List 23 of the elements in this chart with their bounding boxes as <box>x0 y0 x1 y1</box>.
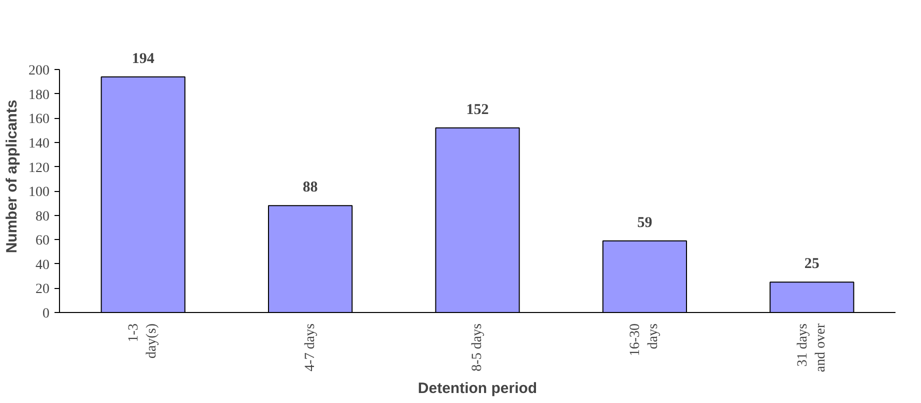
x-tick-label: 8-5 days <box>470 323 485 372</box>
x-axis-title: Detention period <box>418 380 538 398</box>
data-label: 194 <box>132 50 155 67</box>
y-tick-label: 40 <box>36 258 50 273</box>
data-label: 59 <box>637 214 652 231</box>
x-tick-label: 16-30 days <box>628 323 662 356</box>
x-tick-label: 1-3 day(s) <box>126 323 160 358</box>
y-tick-label: 200 <box>28 64 50 79</box>
data-label: 25 <box>804 256 820 272</box>
data-label: 152 <box>466 102 489 118</box>
y-tick-label: 0 <box>42 306 50 322</box>
y-axis-title: Number of applicants <box>4 100 20 254</box>
x-tick-label: 4-7 days <box>302 323 318 372</box>
y-tick-label: 160 <box>28 112 50 128</box>
y-tick-label: 180 <box>28 88 50 103</box>
y-tick-label: 20 <box>36 282 50 298</box>
y-tick-label: 100 <box>28 185 50 200</box>
y-tick-label: 60 <box>36 234 50 249</box>
data-label: 88 <box>302 180 318 196</box>
y-tick-label: 140 <box>28 136 50 152</box>
x-tick-label: 31 days and over <box>795 323 828 372</box>
y-tick-label: 80 <box>36 209 50 224</box>
y-tick-label: 120 <box>28 160 50 176</box>
